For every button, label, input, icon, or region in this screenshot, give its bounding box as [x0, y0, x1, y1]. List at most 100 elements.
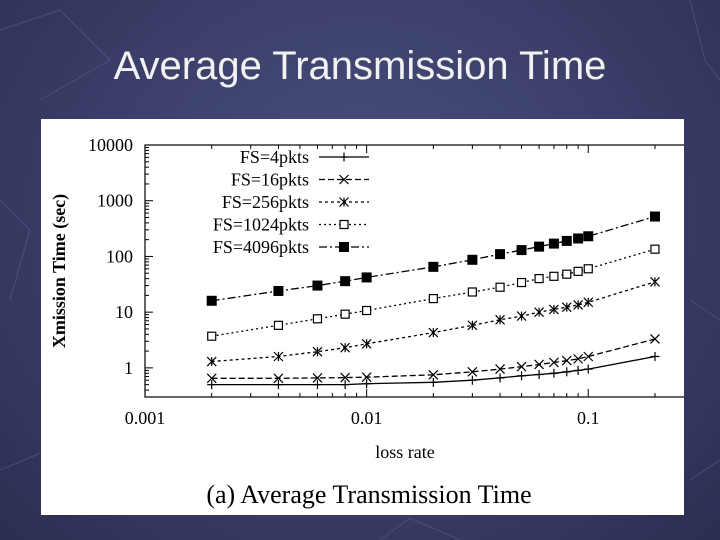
series-line: [211, 248, 656, 337]
data-point-cross: [273, 373, 284, 384]
legend-label: FS=256pkts: [222, 192, 309, 212]
data-point-square-filled: [649, 211, 660, 222]
data-point-star: [361, 338, 372, 349]
data-point-plus: [362, 379, 372, 389]
data-point-cross: [516, 361, 527, 372]
x-tick-label: 0.01: [351, 408, 383, 428]
data-point-plus: [340, 380, 350, 390]
legend-label: FS=1024pkts: [213, 215, 309, 235]
figure-caption: (a) Average Transmission Time: [206, 480, 531, 509]
series-3: [206, 276, 660, 367]
legend-label: FS=4pkts: [240, 147, 309, 167]
data-point-square-filled: [340, 276, 351, 287]
data-point-star: [206, 356, 217, 367]
data-point-star: [340, 342, 351, 353]
data-point-star: [428, 327, 439, 338]
data-point-square-open: [583, 264, 593, 274]
y-tick-label: 10000: [88, 135, 133, 155]
data-point-square-filled: [495, 249, 506, 260]
data-point-square-filled: [361, 272, 372, 283]
data-point-plus: [428, 377, 438, 387]
series-4: [207, 244, 660, 341]
data-point-star: [534, 307, 545, 318]
data-point-square-filled: [428, 261, 439, 272]
y-axis-label: Xmission Time (sec): [49, 194, 70, 348]
data-point-cross: [561, 355, 572, 366]
y-tick-label: 10: [115, 302, 133, 322]
data-point-cross: [428, 369, 439, 380]
data-point-cross: [206, 373, 217, 384]
data-point-plus: [339, 152, 349, 162]
data-point-cross: [340, 372, 351, 383]
data-point-square-filled: [273, 285, 284, 296]
data-point-cross: [361, 372, 372, 383]
data-point-cross: [467, 366, 478, 377]
data-point-cross: [312, 372, 323, 383]
series-5: [206, 211, 660, 306]
data-point-square-filled: [561, 235, 572, 246]
legend-label: FS=16pkts: [231, 170, 309, 190]
series-line: [211, 281, 656, 363]
x-tick-label: 0.1: [577, 408, 600, 428]
data-point-star: [583, 297, 594, 308]
data-point-star: [467, 320, 478, 331]
data-point-star: [561, 302, 572, 313]
data-point-plus: [573, 365, 583, 375]
figure-panel: 0.001 0.01 0.1 1 10 100 1000 10000 FS=4pkts FS=1…: [41, 119, 684, 515]
data-point-plus: [562, 367, 572, 377]
data-point-square-open: [467, 287, 477, 297]
data-point-plus: [534, 370, 544, 380]
data-point-square-open: [428, 294, 438, 304]
data-point-plus: [650, 351, 660, 361]
data-point-square-filled: [467, 254, 478, 265]
data-point-cross: [339, 174, 349, 185]
data-point-plus: [312, 380, 322, 390]
data-point-plus: [207, 380, 217, 390]
data-point-square-filled: [516, 245, 527, 256]
y-tick-label: 1000: [97, 191, 133, 211]
plot-frame: [144, 144, 684, 398]
x-axis-label: loss rate: [375, 442, 434, 462]
data-point-square-open: [534, 274, 544, 284]
data-point-square-open: [312, 314, 323, 324]
data-point-star: [549, 304, 559, 315]
data-point-square-open: [549, 271, 559, 281]
x-tick-label: 0.001: [125, 408, 166, 428]
data-point-cross: [650, 334, 660, 344]
data-point-square-open: [573, 266, 583, 276]
data-point-star: [312, 346, 323, 357]
data-point-plus: [583, 364, 593, 374]
data-point-square-filled: [339, 242, 349, 252]
data-point-square-filled: [548, 238, 559, 249]
data-point-square-open: [340, 309, 350, 319]
data-point-plus: [467, 375, 477, 385]
data-point-square-open: [562, 269, 572, 279]
data-point-square-open: [650, 244, 660, 254]
data-point-plus: [273, 380, 283, 390]
data-point-star: [650, 276, 660, 287]
data-point-square-open: [362, 305, 372, 316]
data-point-square-filled: [206, 295, 217, 306]
data-point-square-filled: [583, 231, 594, 242]
y-tick-label: 1: [124, 358, 133, 378]
data-point-star: [516, 311, 527, 322]
data-point-plus: [517, 371, 527, 381]
data-point-square-open: [339, 219, 349, 230]
chart: 0.001 0.01 0.1 1 10 100 1000 10000 FS=4pkts FS=1…: [49, 135, 684, 509]
data-point-square-filled: [573, 233, 584, 244]
data-point-cross: [573, 353, 584, 364]
data-point-square-open: [273, 320, 284, 330]
data-point-star: [339, 197, 349, 207]
data-point-square-filled: [312, 280, 323, 291]
data-point-cross: [495, 364, 505, 375]
data-point-star: [273, 351, 284, 362]
data-point-star: [495, 314, 505, 325]
data-point-square-open: [516, 277, 527, 288]
slide-title: Average Transmission Time: [113, 44, 607, 88]
data-point-cross: [534, 359, 545, 370]
data-point-square-open: [495, 282, 505, 292]
y-tick-label: 100: [106, 246, 133, 266]
data-point-plus: [495, 373, 505, 383]
data-point-cross: [549, 357, 559, 368]
